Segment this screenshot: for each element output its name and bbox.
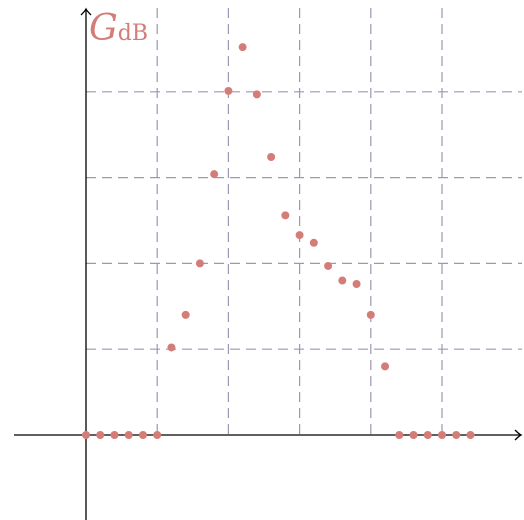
data-point <box>452 431 461 439</box>
data-point <box>167 343 176 352</box>
y-axis-label-subscript: dB <box>118 21 148 46</box>
data-point <box>110 431 119 439</box>
data-point <box>395 431 404 439</box>
y-axis-label-main: G <box>89 8 118 49</box>
data-point <box>309 238 318 247</box>
data-point <box>366 310 375 319</box>
x-axis-arrow <box>514 429 523 441</box>
data-point <box>352 279 361 288</box>
data-point <box>96 431 105 439</box>
data-point <box>295 231 304 240</box>
grid-lines <box>86 8 522 435</box>
data-point <box>82 431 90 439</box>
data-point <box>195 259 204 268</box>
data-point <box>138 431 147 439</box>
data-point <box>181 310 190 319</box>
data-point <box>224 86 233 95</box>
data-point <box>238 43 247 52</box>
data-point <box>438 431 446 439</box>
y-axis-arrow <box>80 7 92 16</box>
data-point <box>124 431 133 439</box>
data-point <box>423 431 432 439</box>
data-point <box>252 90 261 99</box>
data-points <box>82 43 475 439</box>
data-point <box>153 431 162 439</box>
data-point <box>381 362 390 371</box>
data-point <box>210 170 219 179</box>
data-point <box>338 276 347 285</box>
y-axis-label: GdB <box>89 8 148 49</box>
data-point <box>466 431 475 439</box>
data-point <box>324 261 333 270</box>
data-point <box>267 153 276 162</box>
data-point <box>409 431 418 439</box>
axes <box>14 7 523 520</box>
data-point <box>281 211 290 220</box>
